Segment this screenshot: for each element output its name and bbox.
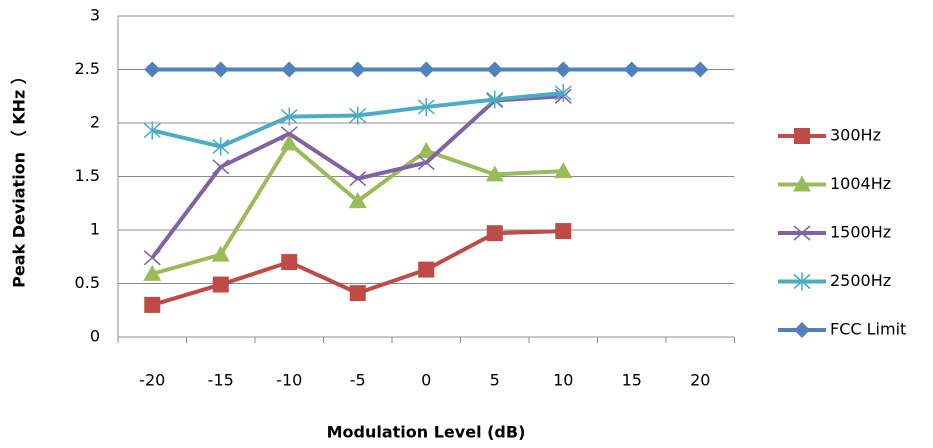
y-tick-label: 1.5: [75, 166, 100, 185]
x-tick-label: 10: [553, 371, 573, 390]
marker: [418, 61, 435, 78]
marker: [281, 61, 298, 78]
marker: [418, 261, 435, 278]
marker: [486, 90, 504, 109]
marker: [143, 121, 161, 140]
x-tick-label: 5: [490, 371, 500, 390]
marker: [555, 61, 572, 78]
marker: [143, 264, 162, 281]
marker: [143, 250, 161, 266]
legend-label: 1004Hz: [830, 174, 891, 193]
marker: [793, 225, 811, 241]
legend-label: 2500Hz: [830, 271, 891, 290]
marker: [794, 128, 810, 144]
marker: [417, 97, 435, 116]
marker: [280, 126, 298, 142]
marker: [485, 165, 504, 182]
marker: [280, 134, 299, 151]
y-tick-label: 0.5: [75, 273, 100, 292]
x-tick-label: -20: [139, 371, 165, 390]
y-tick-label: 2.5: [75, 59, 100, 78]
marker: [211, 245, 230, 262]
legend-label: 1500Hz: [830, 223, 891, 242]
marker: [555, 223, 572, 240]
y-tick-label: 1: [90, 220, 100, 239]
marker: [554, 84, 572, 103]
y-tick-label: 0: [90, 327, 100, 346]
marker: [349, 106, 367, 125]
marker: [417, 155, 435, 171]
marker: [212, 276, 229, 293]
series-line: [151, 141, 564, 276]
marker: [692, 61, 709, 78]
marker: [349, 61, 366, 78]
y-tick-label: 3: [90, 6, 100, 25]
x-tick-label: -5: [350, 371, 366, 390]
marker: [281, 254, 298, 271]
marker: [623, 61, 640, 78]
marker: [144, 296, 161, 313]
marker: [349, 171, 367, 187]
marker: [348, 192, 367, 209]
marker: [794, 322, 810, 338]
marker: [349, 285, 366, 302]
marker: [793, 272, 811, 291]
marker: [554, 162, 573, 179]
marker: [212, 61, 229, 78]
x-tick-label: -15: [208, 371, 234, 390]
marker: [793, 175, 811, 192]
x-tick-label: 15: [622, 371, 642, 390]
marker: [144, 61, 161, 78]
legend-label: FCC Limit: [830, 320, 906, 339]
y-axis-title: Peak Deviation （ KHz ）: [10, 68, 29, 288]
y-tick-label: 2: [90, 113, 100, 132]
marker: [212, 137, 230, 156]
marker: [486, 225, 503, 242]
marker: [486, 61, 503, 78]
x-tick-label: -10: [276, 371, 302, 390]
x-tick-label: 0: [421, 371, 431, 390]
marker: [417, 141, 436, 158]
marker: [280, 107, 298, 126]
legend-label: 300Hz: [830, 126, 881, 145]
marker: [212, 159, 230, 175]
x-tick-label: 20: [690, 371, 710, 390]
x-axis-title: Modulation Level (dB): [327, 423, 526, 442]
